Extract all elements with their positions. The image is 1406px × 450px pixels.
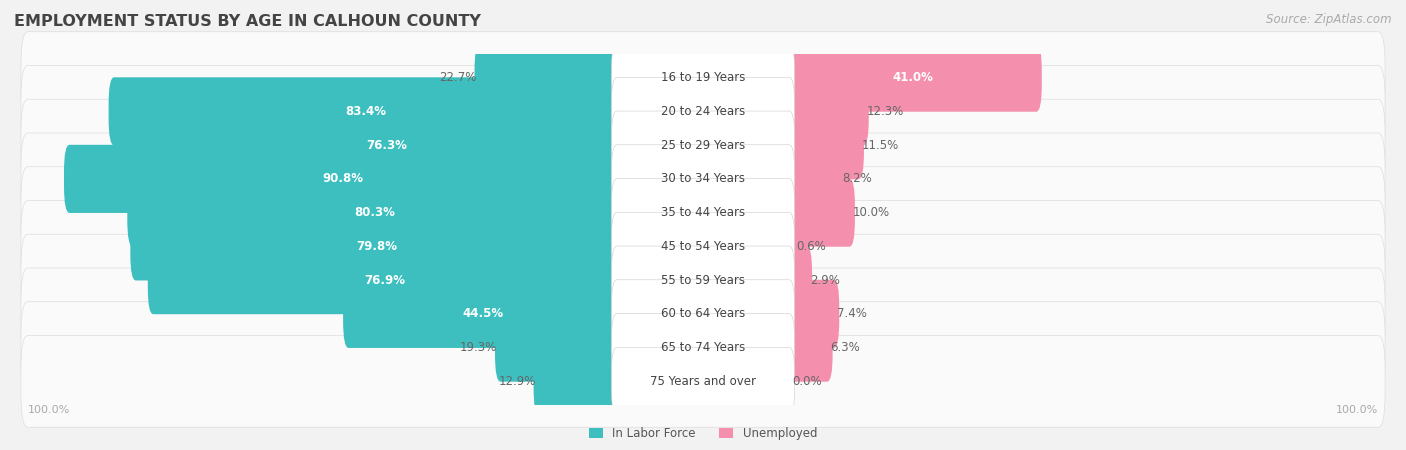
Text: 11.5%: 11.5%: [862, 139, 898, 152]
Text: 100.0%: 100.0%: [1336, 405, 1378, 415]
Text: 30 to 34 Years: 30 to 34 Years: [661, 172, 745, 185]
FancyBboxPatch shape: [495, 314, 623, 382]
FancyBboxPatch shape: [783, 246, 813, 314]
Text: 6.3%: 6.3%: [831, 341, 860, 354]
FancyBboxPatch shape: [21, 65, 1385, 157]
Text: 80.3%: 80.3%: [354, 206, 395, 219]
Text: 22.7%: 22.7%: [439, 71, 477, 84]
FancyBboxPatch shape: [783, 77, 869, 145]
FancyBboxPatch shape: [148, 246, 623, 314]
FancyBboxPatch shape: [783, 111, 863, 179]
Text: 0.0%: 0.0%: [793, 375, 823, 388]
FancyBboxPatch shape: [152, 111, 623, 179]
FancyBboxPatch shape: [612, 111, 794, 179]
Text: 16 to 19 Years: 16 to 19 Years: [661, 71, 745, 84]
FancyBboxPatch shape: [783, 44, 1042, 112]
Text: 12.9%: 12.9%: [498, 375, 536, 388]
FancyBboxPatch shape: [612, 77, 794, 145]
Text: 2.9%: 2.9%: [810, 274, 839, 287]
Text: 8.2%: 8.2%: [842, 172, 872, 185]
Text: 41.0%: 41.0%: [893, 71, 934, 84]
Text: 76.3%: 76.3%: [367, 139, 408, 152]
Text: 60 to 64 Years: 60 to 64 Years: [661, 307, 745, 320]
Text: 35 to 44 Years: 35 to 44 Years: [661, 206, 745, 219]
Text: 0.6%: 0.6%: [796, 240, 825, 253]
FancyBboxPatch shape: [21, 133, 1385, 225]
FancyBboxPatch shape: [612, 179, 794, 247]
Text: 19.3%: 19.3%: [460, 341, 498, 354]
Text: 100.0%: 100.0%: [28, 405, 70, 415]
Text: 10.0%: 10.0%: [853, 206, 890, 219]
FancyBboxPatch shape: [21, 32, 1385, 123]
FancyBboxPatch shape: [21, 336, 1385, 428]
FancyBboxPatch shape: [343, 280, 623, 348]
FancyBboxPatch shape: [612, 44, 794, 112]
FancyBboxPatch shape: [783, 179, 855, 247]
FancyBboxPatch shape: [21, 234, 1385, 326]
FancyBboxPatch shape: [783, 145, 844, 213]
Text: 76.9%: 76.9%: [364, 274, 405, 287]
Text: 83.4%: 83.4%: [344, 105, 387, 118]
FancyBboxPatch shape: [21, 99, 1385, 191]
Text: 44.5%: 44.5%: [463, 307, 503, 320]
FancyBboxPatch shape: [612, 280, 794, 348]
FancyBboxPatch shape: [783, 280, 839, 348]
FancyBboxPatch shape: [612, 347, 794, 415]
Text: 79.8%: 79.8%: [356, 240, 396, 253]
FancyBboxPatch shape: [131, 212, 623, 280]
Text: 20 to 24 Years: 20 to 24 Years: [661, 105, 745, 118]
FancyBboxPatch shape: [108, 77, 623, 145]
Text: Source: ZipAtlas.com: Source: ZipAtlas.com: [1267, 14, 1392, 27]
FancyBboxPatch shape: [612, 212, 794, 280]
FancyBboxPatch shape: [475, 44, 623, 112]
Text: 55 to 59 Years: 55 to 59 Years: [661, 274, 745, 287]
Text: EMPLOYMENT STATUS BY AGE IN CALHOUN COUNTY: EMPLOYMENT STATUS BY AGE IN CALHOUN COUN…: [14, 14, 481, 28]
Text: 7.4%: 7.4%: [837, 307, 868, 320]
Text: 65 to 74 Years: 65 to 74 Years: [661, 341, 745, 354]
FancyBboxPatch shape: [21, 268, 1385, 360]
FancyBboxPatch shape: [21, 302, 1385, 393]
FancyBboxPatch shape: [21, 166, 1385, 258]
FancyBboxPatch shape: [612, 314, 794, 382]
FancyBboxPatch shape: [612, 246, 794, 314]
Text: 45 to 54 Years: 45 to 54 Years: [661, 240, 745, 253]
Legend: In Labor Force, Unemployed: In Labor Force, Unemployed: [583, 422, 823, 445]
Text: 75 Years and over: 75 Years and over: [650, 375, 756, 388]
FancyBboxPatch shape: [65, 145, 623, 213]
FancyBboxPatch shape: [612, 145, 794, 213]
FancyBboxPatch shape: [783, 314, 832, 382]
FancyBboxPatch shape: [128, 179, 623, 247]
FancyBboxPatch shape: [534, 347, 623, 415]
Text: 12.3%: 12.3%: [866, 105, 904, 118]
Text: 25 to 29 Years: 25 to 29 Years: [661, 139, 745, 152]
FancyBboxPatch shape: [783, 212, 799, 280]
FancyBboxPatch shape: [21, 201, 1385, 292]
Text: 90.8%: 90.8%: [323, 172, 364, 185]
